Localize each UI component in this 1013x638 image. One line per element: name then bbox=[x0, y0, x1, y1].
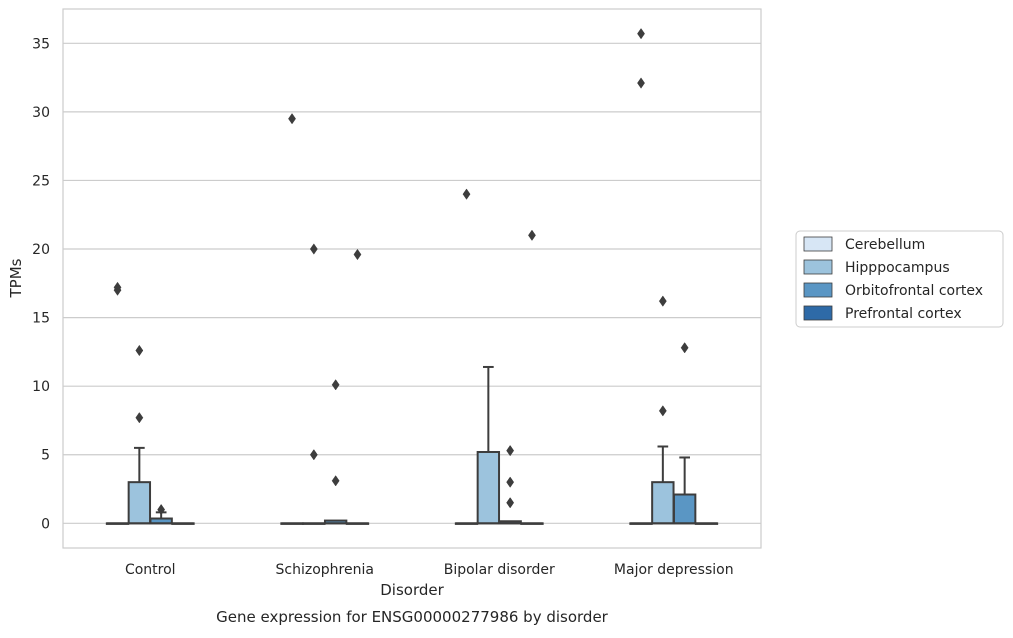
legend-swatch bbox=[803, 259, 833, 275]
box-group bbox=[280, 113, 304, 525]
legend-item: Cerebellum bbox=[803, 236, 925, 253]
box-rect bbox=[672, 493, 697, 525]
outlier-point bbox=[658, 295, 667, 307]
legend-label: Orbitofrontal cortex bbox=[845, 283, 983, 299]
outlier-point bbox=[309, 449, 318, 461]
box-group bbox=[520, 229, 544, 525]
x-tick-labels: Control Schizophrenia Bipolar disorder Majo… bbox=[125, 562, 734, 578]
legend: Cerebellum Hipppocampus Orbitofrontal cort… bbox=[795, 230, 1004, 328]
outlier-point bbox=[331, 379, 340, 391]
outlier-point bbox=[135, 412, 144, 424]
box-group bbox=[672, 342, 697, 525]
box-rect bbox=[651, 481, 675, 525]
legend-item: Hipppocampus bbox=[803, 259, 950, 276]
outlier-point bbox=[637, 77, 645, 89]
outlier-point bbox=[353, 248, 362, 261]
outlier-point bbox=[680, 342, 689, 354]
legend-item: Orbitofrontal cortex bbox=[803, 282, 983, 299]
legend-items: Cerebellum Hipppocampus Orbitofrontal cort… bbox=[803, 236, 983, 322]
figure-caption: Gene expression for ENSG00000277986 by d… bbox=[216, 608, 609, 626]
plot-marks bbox=[105, 28, 719, 525]
box-group bbox=[149, 503, 173, 525]
box-group bbox=[476, 365, 501, 525]
y-tick-label: 5 bbox=[41, 448, 50, 464]
outlier-point bbox=[288, 113, 296, 125]
y-axis-title: TPMs bbox=[7, 258, 25, 298]
box-rect bbox=[476, 450, 501, 525]
outlier-point bbox=[506, 444, 515, 457]
x-tick-label: Schizophrenia bbox=[276, 562, 374, 578]
outlier-point bbox=[528, 229, 536, 241]
legend-swatch bbox=[803, 236, 833, 252]
y-tick-label: 35 bbox=[32, 36, 50, 52]
box-group bbox=[498, 444, 522, 525]
box-group bbox=[171, 522, 195, 525]
legend-label: Cerebellum bbox=[845, 237, 925, 253]
outlier-point bbox=[309, 243, 318, 255]
outlier-point bbox=[506, 497, 515, 509]
y-tick-label: 0 bbox=[41, 516, 50, 532]
x-tick-label: Control bbox=[125, 562, 176, 578]
box-group bbox=[629, 28, 653, 525]
outlier-point bbox=[506, 476, 515, 488]
box-group bbox=[694, 522, 719, 525]
legend-label: Prefrontal cortex bbox=[845, 306, 962, 322]
x-axis-title: Disorder bbox=[380, 581, 444, 599]
legend-item: Prefrontal cortex bbox=[803, 305, 962, 322]
outlier-point bbox=[637, 28, 645, 40]
legend-label: Hipppocampus bbox=[845, 260, 950, 276]
y-tick-label: 20 bbox=[32, 242, 50, 258]
legend-frame bbox=[795, 230, 1004, 328]
legend-swatch bbox=[803, 282, 833, 298]
y-tick-label: 30 bbox=[32, 105, 50, 121]
outlier-point bbox=[462, 188, 471, 200]
outlier-point bbox=[658, 405, 667, 417]
legend-swatch bbox=[803, 305, 833, 321]
y-tick-labels: 0 5 10 15 20 25 30 35 bbox=[32, 36, 50, 532]
plot-frame bbox=[62, 8, 762, 549]
y-tick-label: 25 bbox=[32, 173, 50, 189]
y-tick-label: 10 bbox=[32, 379, 50, 395]
outlier-point bbox=[135, 344, 144, 357]
x-tick-label: Bipolar disorder bbox=[444, 562, 555, 578]
box-rect bbox=[127, 481, 152, 525]
box-group bbox=[127, 344, 152, 525]
outlier-point bbox=[157, 503, 166, 516]
box-group bbox=[323, 379, 348, 525]
y-tick-label: 15 bbox=[32, 311, 50, 327]
outlier-point bbox=[331, 475, 340, 487]
box-group bbox=[105, 281, 130, 525]
x-tick-label: Major depression bbox=[614, 562, 734, 578]
box-group bbox=[345, 248, 370, 525]
outlier-point bbox=[113, 281, 122, 294]
